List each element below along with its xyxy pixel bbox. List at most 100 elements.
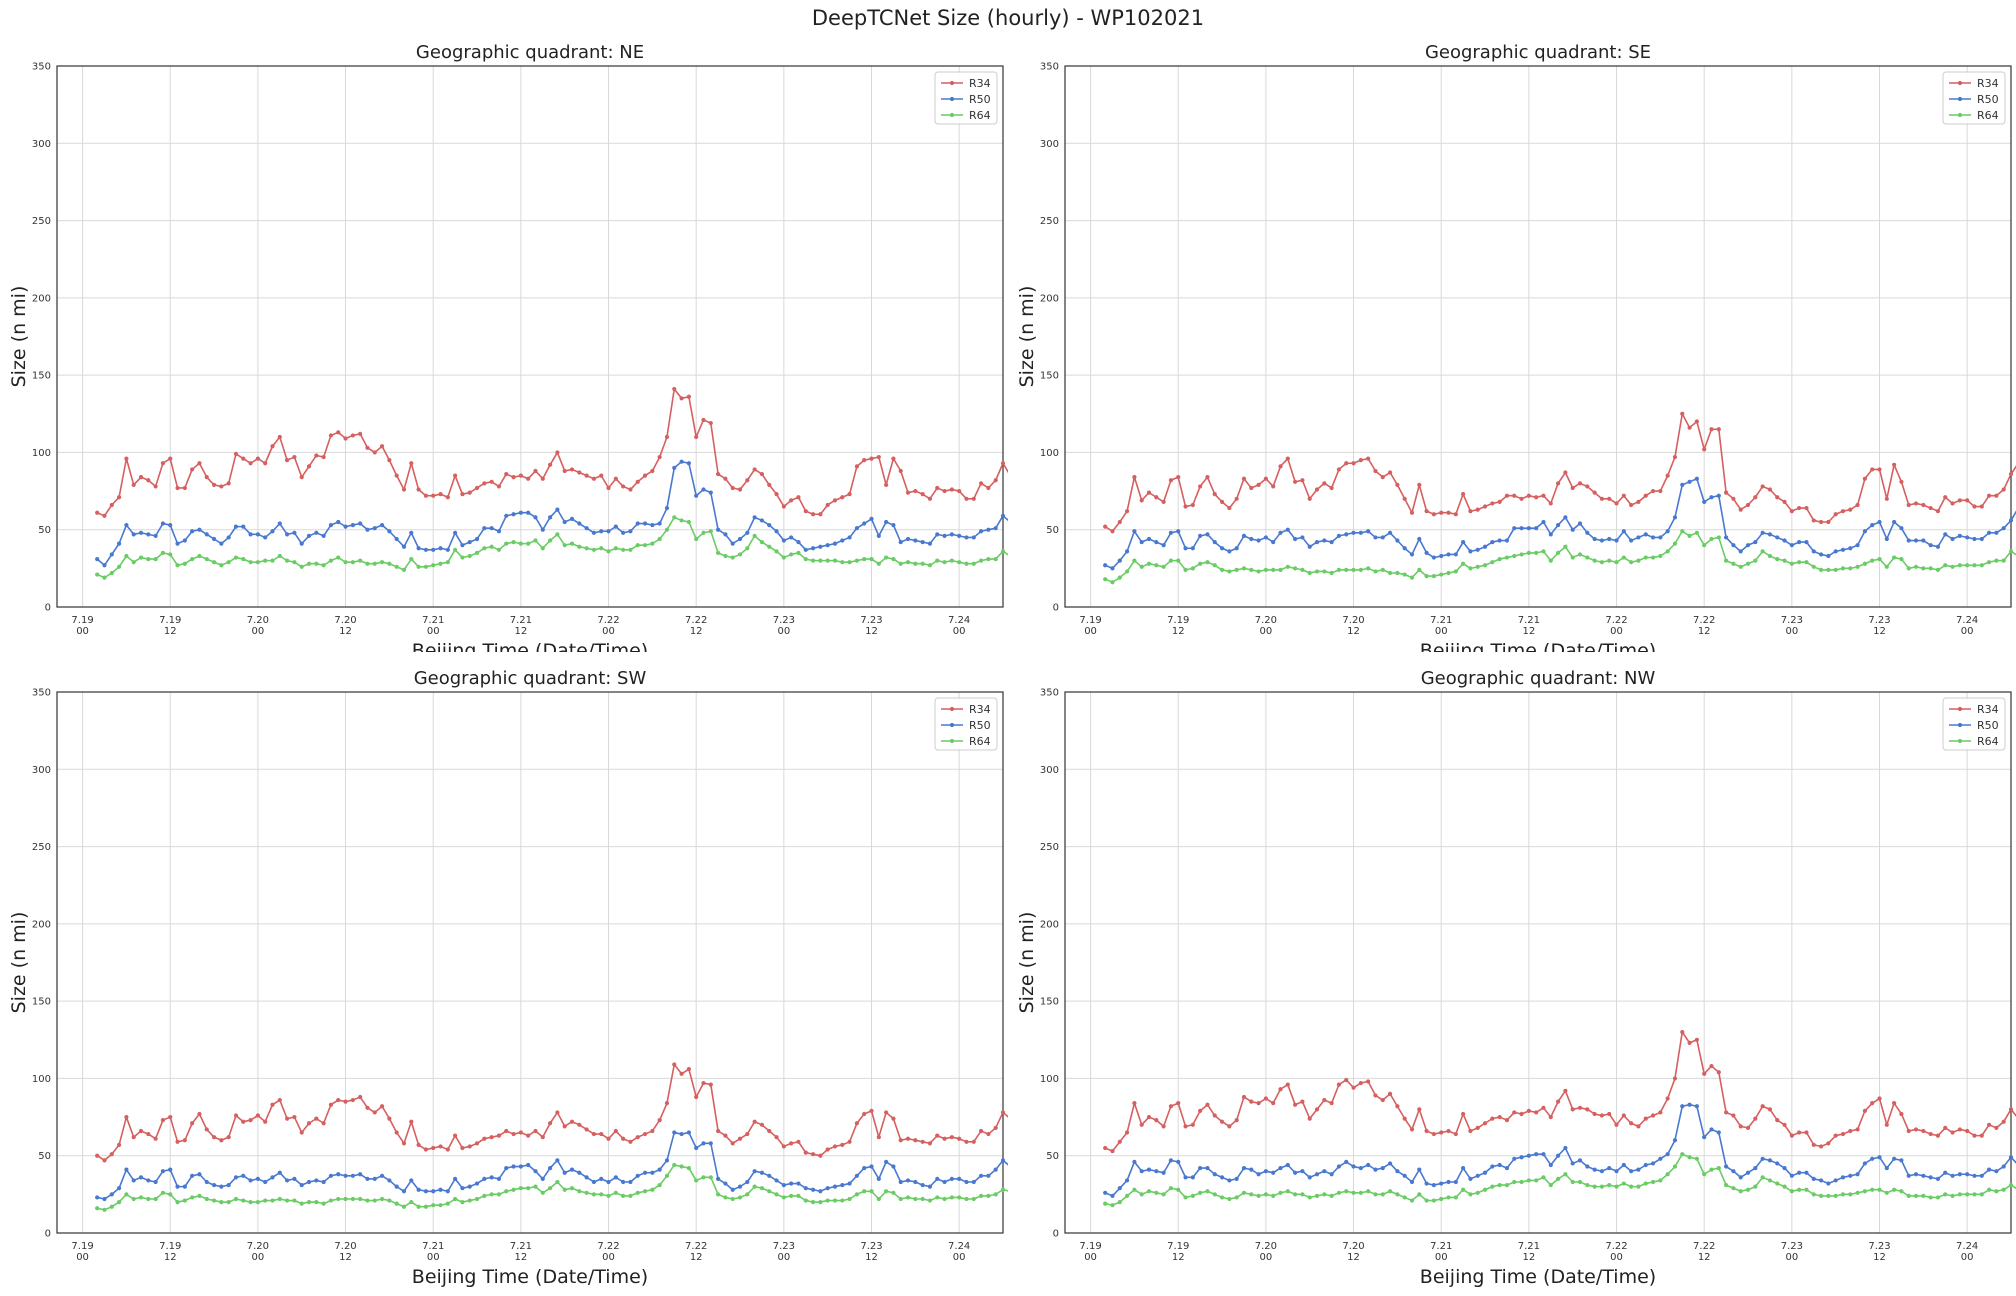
data-point xyxy=(803,547,808,552)
data-point xyxy=(1387,570,1393,576)
data-point xyxy=(1972,504,1977,509)
x-tick-label: 7.22 12 xyxy=(1693,1241,1715,1263)
data-point xyxy=(869,456,874,461)
data-point xyxy=(1862,1108,1867,1113)
data-point xyxy=(1767,553,1773,559)
data-point xyxy=(1753,558,1758,563)
y-tick-label: 0 xyxy=(1053,1229,1059,1240)
data-point xyxy=(445,495,450,500)
data-point xyxy=(146,532,151,537)
data-point xyxy=(211,1135,217,1140)
data-point xyxy=(1241,1190,1247,1195)
data-point xyxy=(1672,541,1678,546)
data-point xyxy=(1629,502,1634,508)
data-point xyxy=(1504,555,1510,560)
data-point xyxy=(1877,1155,1882,1160)
data-point xyxy=(1409,1127,1415,1132)
data-point xyxy=(847,492,852,497)
legend-label: R64 xyxy=(969,735,991,748)
data-point xyxy=(1278,1165,1283,1171)
data-point xyxy=(343,560,348,565)
data-point xyxy=(1453,1179,1458,1185)
data-point xyxy=(109,552,114,557)
data-point xyxy=(241,456,246,461)
data-point xyxy=(285,558,290,563)
data-point xyxy=(292,1114,297,1120)
data-point xyxy=(591,1179,597,1185)
x-tick-label: 7.22 12 xyxy=(685,615,707,637)
data-point xyxy=(1570,555,1575,560)
data-point xyxy=(1986,1167,1992,1172)
data-point xyxy=(504,1128,509,1134)
data-point xyxy=(1344,1189,1349,1194)
data-point xyxy=(496,1192,502,1197)
data-point xyxy=(1344,461,1349,466)
chart-panel-sw: 0 50 100 150 200 250 300 350 7.19 00 7.19 12 7.20 00 7… xyxy=(0,662,1008,1296)
data-point xyxy=(1453,1195,1458,1200)
data-point xyxy=(489,526,494,531)
data-point xyxy=(1534,1110,1539,1115)
data-point xyxy=(1614,1184,1619,1189)
data-point xyxy=(1300,1099,1305,1104)
data-point xyxy=(1665,549,1670,554)
data-point xyxy=(109,1204,114,1209)
data-point xyxy=(511,475,516,480)
data-point xyxy=(153,1196,158,1202)
data-point xyxy=(1950,1173,1955,1178)
data-point xyxy=(1110,1193,1115,1198)
data-point xyxy=(781,538,786,543)
data-point xyxy=(1263,476,1268,481)
data-point xyxy=(1672,1138,1678,1143)
data-point xyxy=(577,521,582,526)
data-point xyxy=(1263,567,1268,573)
data-point xyxy=(1497,1182,1502,1188)
data-point xyxy=(1336,1190,1342,1195)
data-point xyxy=(767,1173,772,1178)
legend-item-r34: R34 xyxy=(941,703,991,716)
data-point xyxy=(920,1196,925,1202)
data-point xyxy=(1848,1128,1853,1134)
data-point xyxy=(621,1179,626,1185)
data-point xyxy=(1366,529,1371,534)
data-point xyxy=(1935,509,1941,514)
data-point xyxy=(927,1141,933,1146)
data-point xyxy=(233,1175,239,1180)
data-point xyxy=(986,1193,991,1198)
data-point xyxy=(1767,1107,1773,1112)
legend-swatch-marker xyxy=(1957,80,1963,86)
data-point xyxy=(263,1198,268,1203)
data-point xyxy=(1190,546,1195,551)
data-point xyxy=(971,1179,976,1185)
data-point xyxy=(350,1097,355,1103)
data-point xyxy=(1899,526,1904,531)
data-point xyxy=(1643,1181,1648,1186)
data-point xyxy=(1811,1192,1816,1197)
data-point xyxy=(1329,1172,1334,1177)
data-point xyxy=(1629,538,1634,543)
data-point xyxy=(1241,1165,1247,1171)
data-point xyxy=(920,561,925,566)
data-point xyxy=(1198,484,1203,489)
data-point xyxy=(1307,544,1312,549)
data-point xyxy=(219,1199,224,1205)
data-point xyxy=(1731,1169,1736,1174)
data-point xyxy=(533,1128,538,1134)
y-tick-label: 200 xyxy=(32,919,51,930)
data-point xyxy=(686,1130,691,1135)
data-point xyxy=(1994,493,1999,498)
data-point xyxy=(343,436,348,441)
data-point xyxy=(1000,461,1006,466)
data-point xyxy=(1870,558,1875,563)
data-point xyxy=(124,1167,129,1172)
data-point xyxy=(321,1179,326,1185)
data-point xyxy=(102,1207,107,1212)
data-point xyxy=(745,1131,750,1137)
data-point xyxy=(1417,1167,1422,1172)
data-point xyxy=(1921,566,1926,571)
data-point xyxy=(1387,1161,1393,1166)
data-point xyxy=(701,1175,706,1180)
data-point xyxy=(474,550,480,556)
data-point xyxy=(1716,1070,1721,1075)
x-tick-label: 7.23 12 xyxy=(860,1241,882,1263)
data-point xyxy=(460,1145,465,1151)
